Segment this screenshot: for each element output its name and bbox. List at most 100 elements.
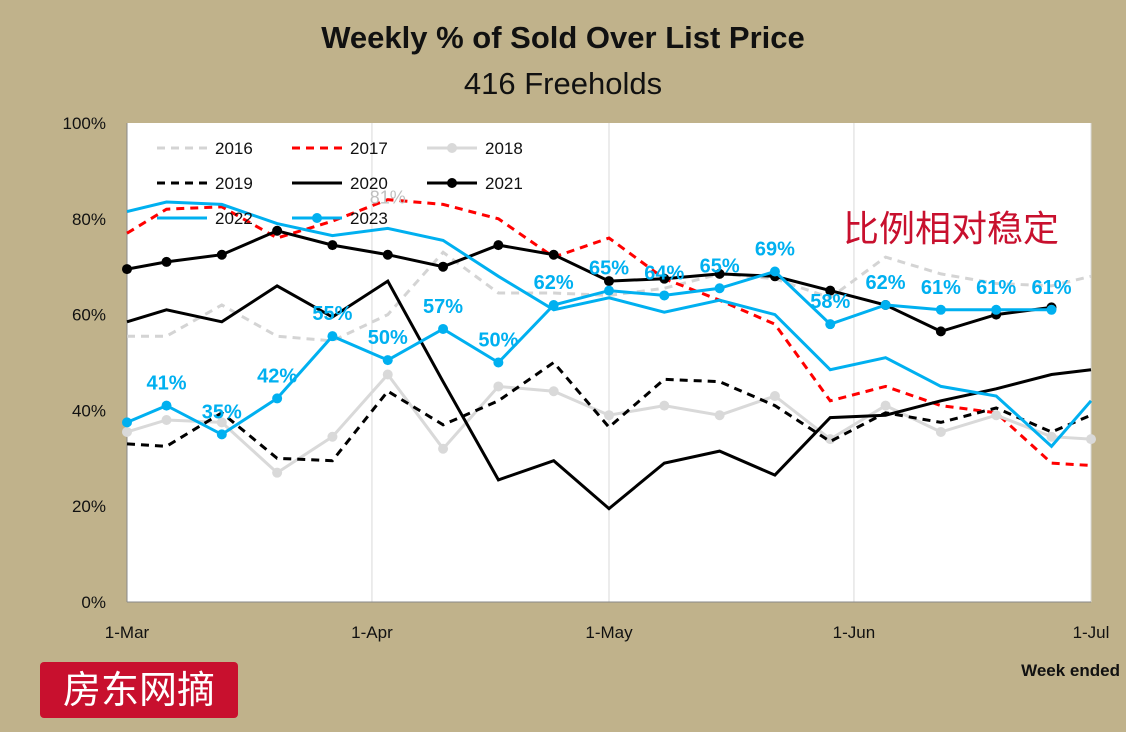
x-tick-label: 1-Apr	[351, 623, 393, 642]
data-point-2023	[935, 304, 946, 315]
data-point-2023	[659, 290, 670, 301]
legend-marker-2018	[447, 143, 457, 153]
data-point-2023	[604, 285, 614, 296]
watermark-logo: 房东网摘	[40, 662, 238, 718]
legend-label-2021: 2021	[485, 174, 523, 193]
data-point-2021	[327, 240, 338, 251]
legend-label-2019: 2019	[215, 174, 253, 193]
data-label: 35%	[202, 401, 242, 423]
data-point-2021	[161, 256, 172, 267]
data-point-2018	[714, 410, 725, 421]
series-line-2022	[126, 200, 1093, 449]
data-point-2018	[548, 386, 559, 397]
data-point-2021	[935, 326, 946, 337]
data-point-2023	[880, 300, 891, 311]
data-label: 69%	[755, 238, 795, 260]
data-point-2018	[880, 400, 891, 411]
x-axis-label: Week ended	[1021, 661, 1120, 680]
data-point-2021	[438, 261, 449, 272]
series-line-2020	[126, 278, 1092, 511]
data-point-2018	[659, 400, 670, 411]
y-tick-label: 40%	[72, 401, 106, 420]
data-point-2021	[272, 225, 283, 236]
data-point-2021	[825, 285, 836, 296]
extra-data-label: 81%	[370, 188, 406, 208]
data-point-2021	[548, 249, 559, 260]
data-point-2023	[216, 429, 227, 440]
data-point-2023	[272, 393, 283, 404]
data-point-2021	[659, 273, 670, 284]
data-point-2023	[714, 283, 725, 294]
data-point-2023	[548, 300, 559, 311]
data-label: 61%	[921, 277, 961, 299]
data-point-2018	[604, 410, 614, 421]
data-point-2018	[769, 391, 780, 402]
data-label: 65%	[589, 258, 629, 280]
data-label: 42%	[257, 365, 297, 387]
series-line-2019	[126, 360, 1092, 463]
data-label: 57%	[423, 296, 463, 318]
data-point-2018	[493, 381, 504, 392]
data-point-2018	[438, 443, 449, 454]
series-line-2021	[126, 229, 1052, 334]
data-point-2018	[272, 467, 283, 478]
data-point-2021	[493, 240, 504, 251]
data-point-2023	[327, 331, 338, 342]
y-tick-label: 100%	[63, 114, 106, 133]
data-point-2023	[1046, 304, 1057, 315]
y-tick-label: 0%	[81, 593, 106, 612]
data-point-2018	[327, 431, 338, 442]
data-point-2023	[825, 319, 836, 330]
data-point-2018	[935, 426, 946, 437]
data-point-2023	[438, 323, 449, 334]
data-point-2018	[216, 417, 227, 428]
data-point-2023	[991, 304, 1002, 315]
data-point-2021	[604, 276, 614, 287]
data-point-2023	[769, 266, 780, 277]
legend-label-2023: 2023	[350, 209, 388, 228]
data-point-2023	[382, 355, 393, 366]
data-point-2018	[1086, 434, 1096, 445]
data-label: 58%	[810, 291, 850, 313]
data-point-2018	[1046, 431, 1057, 442]
x-tick-label: 1-May	[585, 623, 633, 642]
chart-annotation: 比例相对稳定	[843, 209, 1060, 250]
chart-title: Weekly % of Sold Over List Price	[321, 20, 805, 55]
y-tick-label: 80%	[72, 210, 106, 229]
data-point-2023	[122, 417, 132, 428]
x-tick-label: 1-Jun	[833, 623, 876, 642]
y-tick-label: 20%	[72, 497, 106, 516]
data-point-2023	[493, 357, 504, 368]
data-point-2018	[382, 369, 393, 380]
data-point-2021	[122, 264, 132, 275]
data-point-2023	[161, 400, 172, 411]
legend-label-2017: 2017	[350, 139, 388, 158]
data-point-2018	[122, 426, 132, 437]
data-point-2021	[216, 249, 227, 260]
data-label: 61%	[1031, 277, 1071, 299]
data-point-2021	[714, 268, 725, 279]
series-line-2023	[126, 269, 1052, 437]
data-label: 64%	[644, 262, 684, 284]
data-label: 50%	[478, 330, 518, 352]
legend-marker-2023	[312, 213, 322, 223]
data-label: 50%	[368, 327, 408, 349]
series-line-2017	[126, 198, 1092, 467]
data-point-2018	[161, 414, 172, 425]
data-label: 65%	[700, 255, 740, 277]
chart-subtitle: 416 Freeholds	[463, 66, 663, 101]
legend-label-2022: 2022	[215, 209, 253, 228]
legend-label-2018: 2018	[485, 139, 523, 158]
legend-marker-2021	[447, 178, 457, 188]
data-point-2021	[382, 249, 393, 260]
series-line-2016	[127, 250, 1092, 343]
data-label: 55%	[312, 303, 352, 325]
data-label: 41%	[146, 373, 186, 395]
data-label: 62%	[534, 272, 574, 294]
data-label: 61%	[976, 277, 1016, 299]
x-tick-label: 1-Jul	[1073, 623, 1110, 642]
data-label: 62%	[866, 272, 906, 294]
legend-label-2020: 2020	[350, 174, 388, 193]
data-point-2018	[991, 410, 1002, 421]
